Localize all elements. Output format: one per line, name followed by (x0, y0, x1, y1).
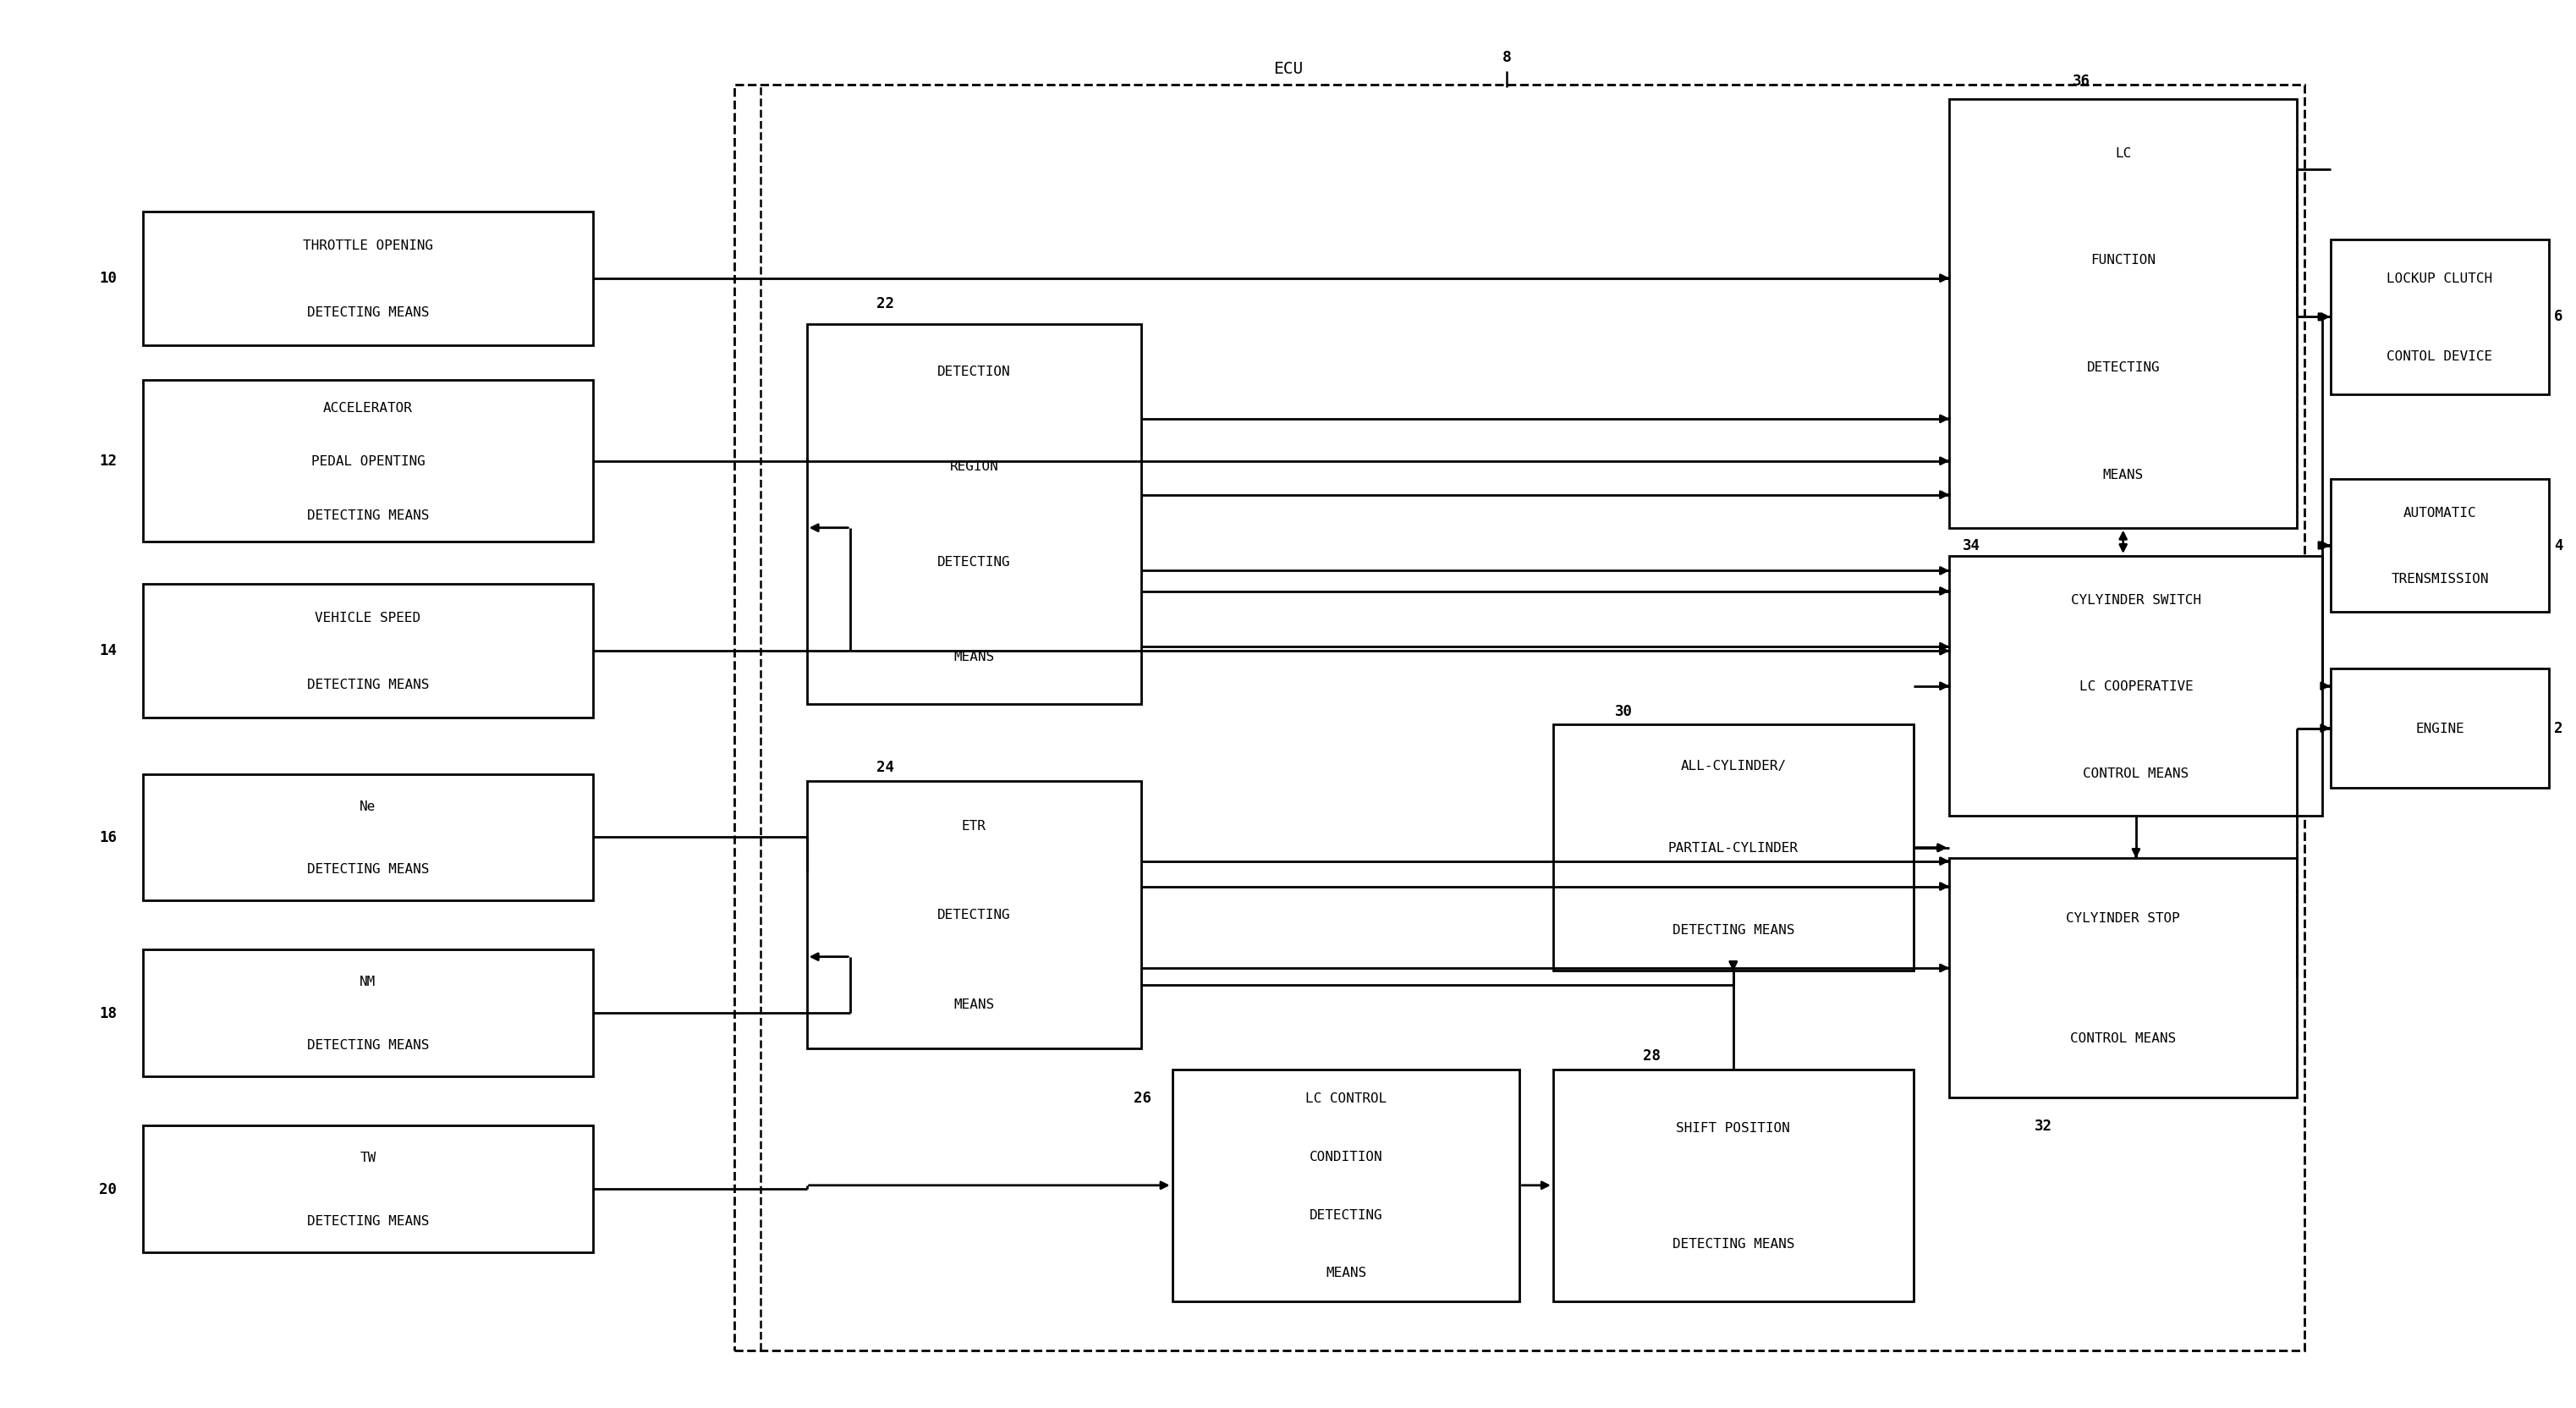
Text: VEHICLE SPEED: VEHICLE SPEED (314, 611, 420, 624)
Bar (142, 774, 592, 901)
Text: PARTIAL-CYLINDER: PARTIAL-CYLINDER (1669, 842, 1798, 855)
Text: 24: 24 (876, 760, 894, 774)
Text: FUNCTION: FUNCTION (2092, 253, 2156, 266)
Text: ALL-CYLINDER/: ALL-CYLINDER/ (1680, 760, 1785, 773)
Text: 16: 16 (98, 829, 116, 845)
Text: CONTROL MEANS: CONTROL MEANS (2084, 767, 2190, 780)
Bar (1950, 100, 2298, 528)
Text: 10: 10 (98, 270, 116, 286)
Bar (1950, 556, 2324, 817)
Text: DETECTING MEANS: DETECTING MEANS (1672, 1238, 1795, 1250)
Text: DETECTING MEANS: DETECTING MEANS (307, 306, 430, 318)
Text: CONTOL DEVICE: CONTOL DEVICE (2388, 349, 2494, 362)
Text: LC CONTROL: LC CONTROL (1306, 1093, 1386, 1105)
Text: ENGINE: ENGINE (2416, 722, 2465, 735)
Text: MEANS: MEANS (1327, 1266, 1365, 1278)
Bar (806, 781, 1141, 1049)
Bar (2331, 479, 2550, 612)
Text: SHIFT POSITION: SHIFT POSITION (1677, 1121, 1790, 1133)
Text: 26: 26 (1133, 1090, 1151, 1105)
Text: DETECTING: DETECTING (2087, 362, 2159, 375)
Text: 6: 6 (2555, 308, 2563, 324)
Text: DETECTION: DETECTION (938, 366, 1010, 379)
Text: CYLYINDER STOP: CYLYINDER STOP (2066, 912, 2179, 925)
Bar (1172, 1070, 1520, 1301)
Text: 36: 36 (2074, 73, 2092, 89)
Bar (2331, 241, 2550, 394)
Text: ACCELERATOR: ACCELERATOR (322, 401, 412, 414)
Text: LOCKUP CLUTCH: LOCKUP CLUTCH (2388, 273, 2494, 286)
Text: DETECTING: DETECTING (938, 908, 1010, 921)
Bar (806, 324, 1141, 704)
Text: DETECTING: DETECTING (1309, 1208, 1383, 1221)
Text: AUTOMATIC: AUTOMATIC (2403, 505, 2476, 518)
Text: 32: 32 (2035, 1118, 2053, 1133)
Text: REGION: REGION (951, 460, 999, 473)
Text: MEANS: MEANS (953, 997, 994, 1010)
Bar (142, 213, 592, 345)
Text: 8: 8 (1502, 49, 1512, 65)
Text: DETECTING MEANS: DETECTING MEANS (307, 1214, 430, 1226)
Text: DETECTING MEANS: DETECTING MEANS (307, 1039, 430, 1052)
Text: DETECTING: DETECTING (938, 555, 1010, 567)
Text: 28: 28 (1643, 1048, 1662, 1063)
Text: ECU: ECU (1273, 61, 1303, 76)
Text: 20: 20 (98, 1181, 116, 1197)
Text: 2: 2 (2555, 721, 2563, 735)
Bar (142, 1125, 592, 1252)
Text: DETECTING MEANS: DETECTING MEANS (307, 863, 430, 876)
Bar (1950, 859, 2298, 1098)
Text: CONTROL MEANS: CONTROL MEANS (2071, 1032, 2177, 1045)
Text: MEANS: MEANS (2102, 469, 2143, 482)
Text: DETECTING MEANS: DETECTING MEANS (1672, 924, 1795, 936)
Text: MEANS: MEANS (953, 650, 994, 663)
Bar (142, 380, 592, 542)
Text: 4: 4 (2555, 538, 2563, 553)
Bar (1553, 1070, 1914, 1301)
Text: 22: 22 (876, 296, 894, 311)
Text: 14: 14 (98, 643, 116, 658)
Bar (142, 950, 592, 1077)
Text: LC COOPERATIVE: LC COOPERATIVE (2079, 680, 2192, 693)
Text: TRENSMISSION: TRENSMISSION (2391, 573, 2488, 586)
Text: 30: 30 (1615, 704, 1633, 718)
Text: DETECTING MEANS: DETECTING MEANS (307, 510, 430, 522)
Text: 18: 18 (98, 1005, 116, 1021)
Text: 12: 12 (98, 453, 116, 469)
Text: DETECTING MEANS: DETECTING MEANS (307, 679, 430, 691)
Text: CONDITION: CONDITION (1309, 1150, 1383, 1163)
Text: LC: LC (2115, 146, 2130, 159)
Text: CYLYINDER SWITCH: CYLYINDER SWITCH (2071, 593, 2200, 605)
Bar (142, 584, 592, 718)
Text: ETR: ETR (961, 819, 987, 832)
Text: Ne: Ne (361, 800, 376, 812)
Text: PEDAL OPENTING: PEDAL OPENTING (312, 455, 425, 467)
Text: NM: NM (361, 976, 376, 988)
Bar (734, 86, 2306, 1350)
Bar (1553, 725, 1914, 972)
Text: 34: 34 (1963, 538, 1981, 553)
Text: TW: TW (361, 1150, 376, 1163)
Bar (2331, 669, 2550, 788)
Text: THROTTLE OPENING: THROTTLE OPENING (304, 239, 433, 252)
